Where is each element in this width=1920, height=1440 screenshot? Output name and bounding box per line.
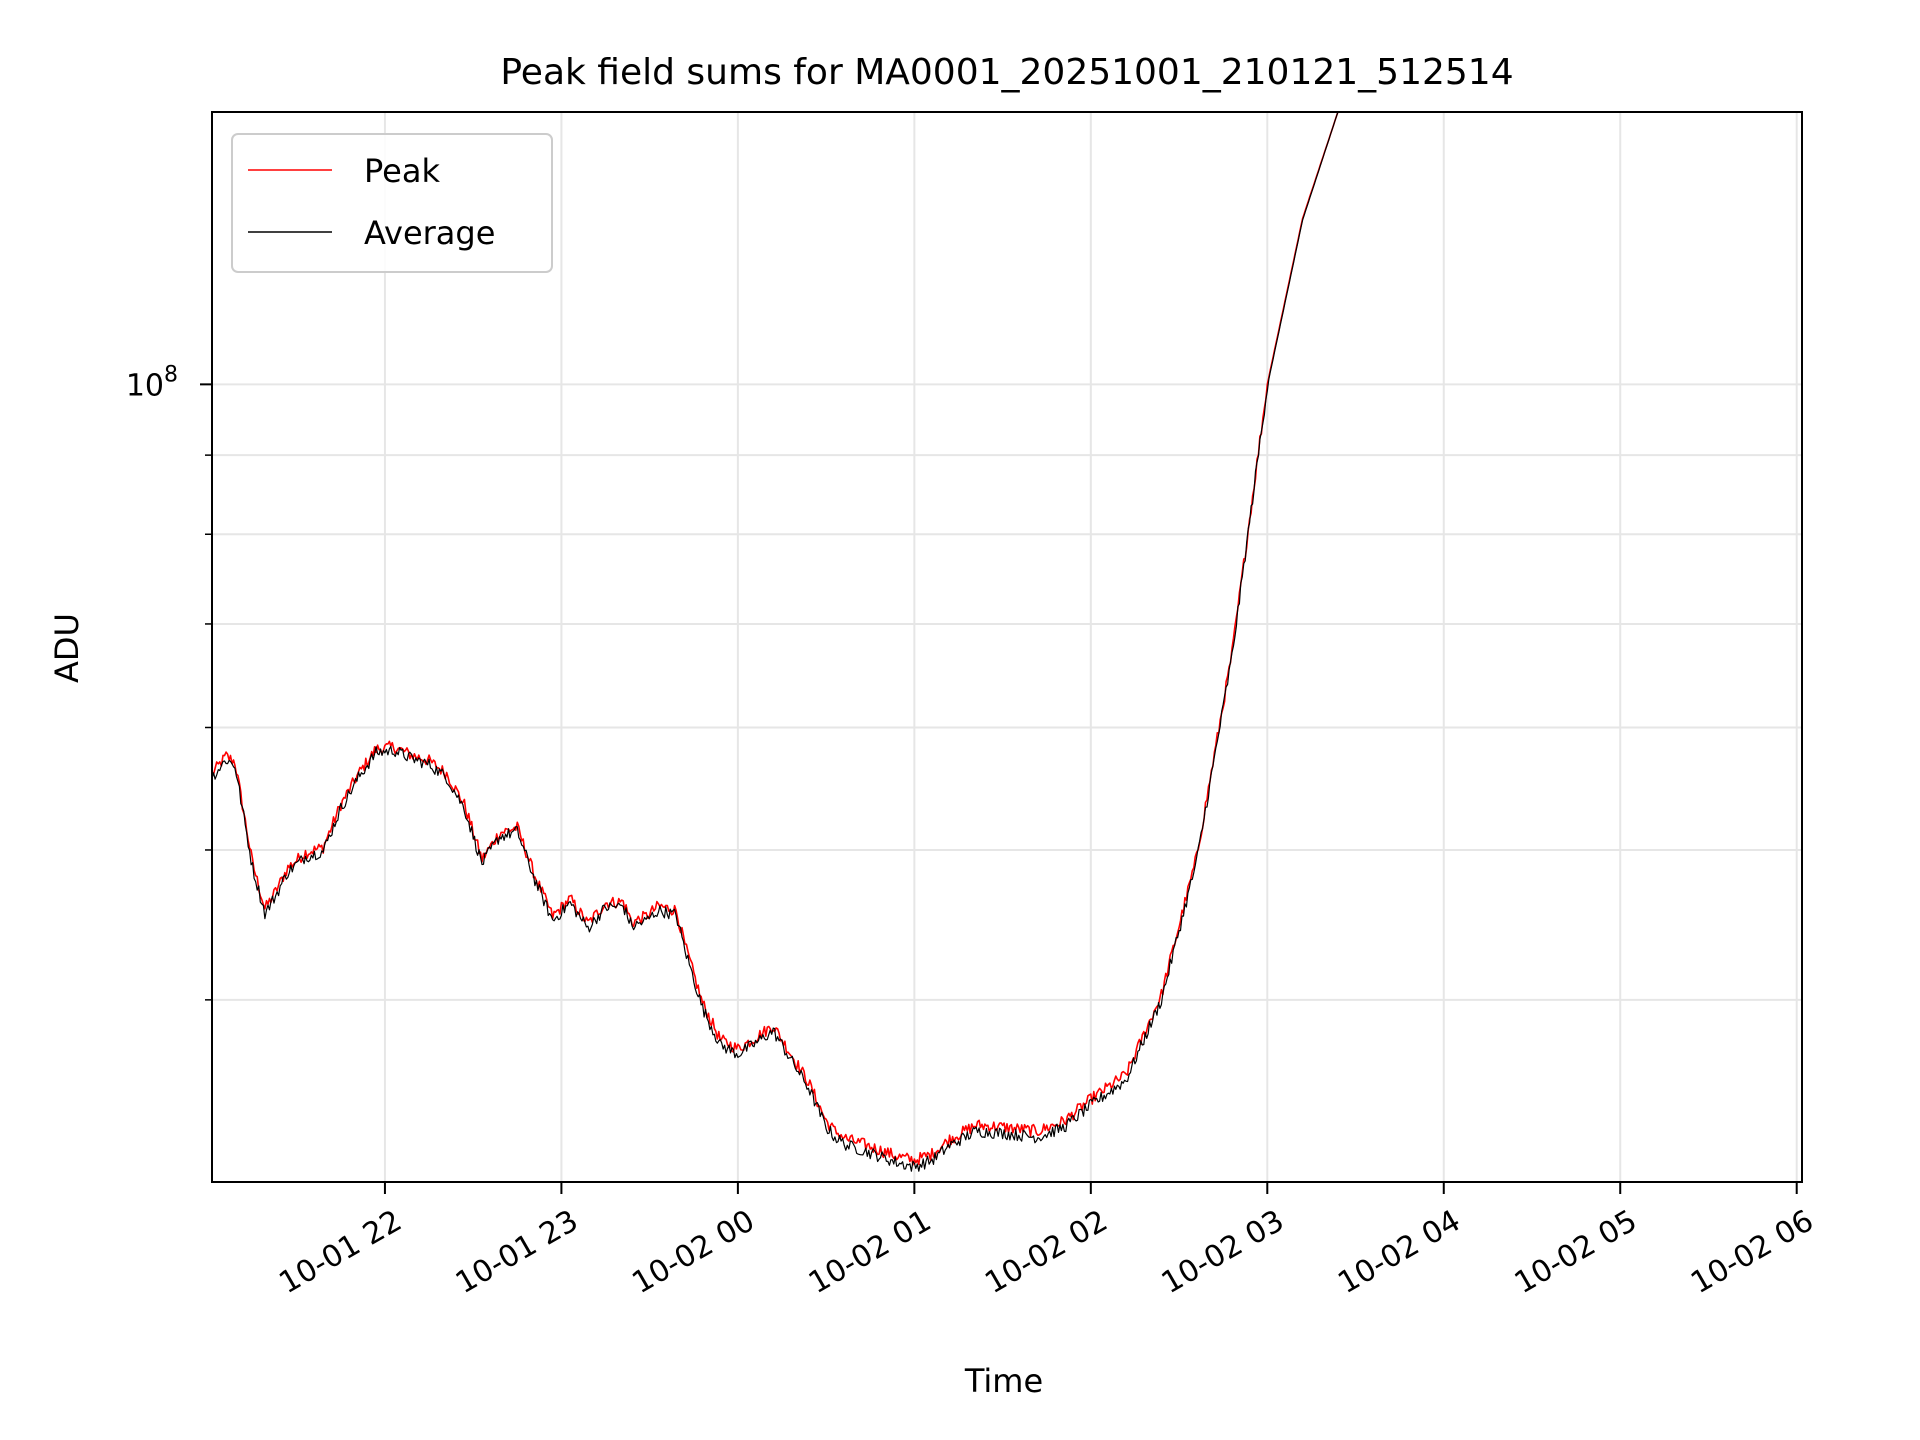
grid xyxy=(212,112,1802,1182)
chart-title: Peak field sums for MA0001_20251001_2101… xyxy=(500,52,1513,93)
y-tick-label: 108 xyxy=(126,362,178,403)
y-axis-ticks: 108 xyxy=(126,362,212,1001)
legend: Peak Average xyxy=(231,133,553,273)
legend-average-label: Average xyxy=(364,214,495,252)
legend-peak-label: Peak xyxy=(364,152,440,190)
y-axis-label: ADU xyxy=(48,613,86,683)
legend-box xyxy=(231,133,553,273)
plot-frame xyxy=(211,111,1803,1183)
x-axis-label: Time xyxy=(964,1362,1043,1400)
